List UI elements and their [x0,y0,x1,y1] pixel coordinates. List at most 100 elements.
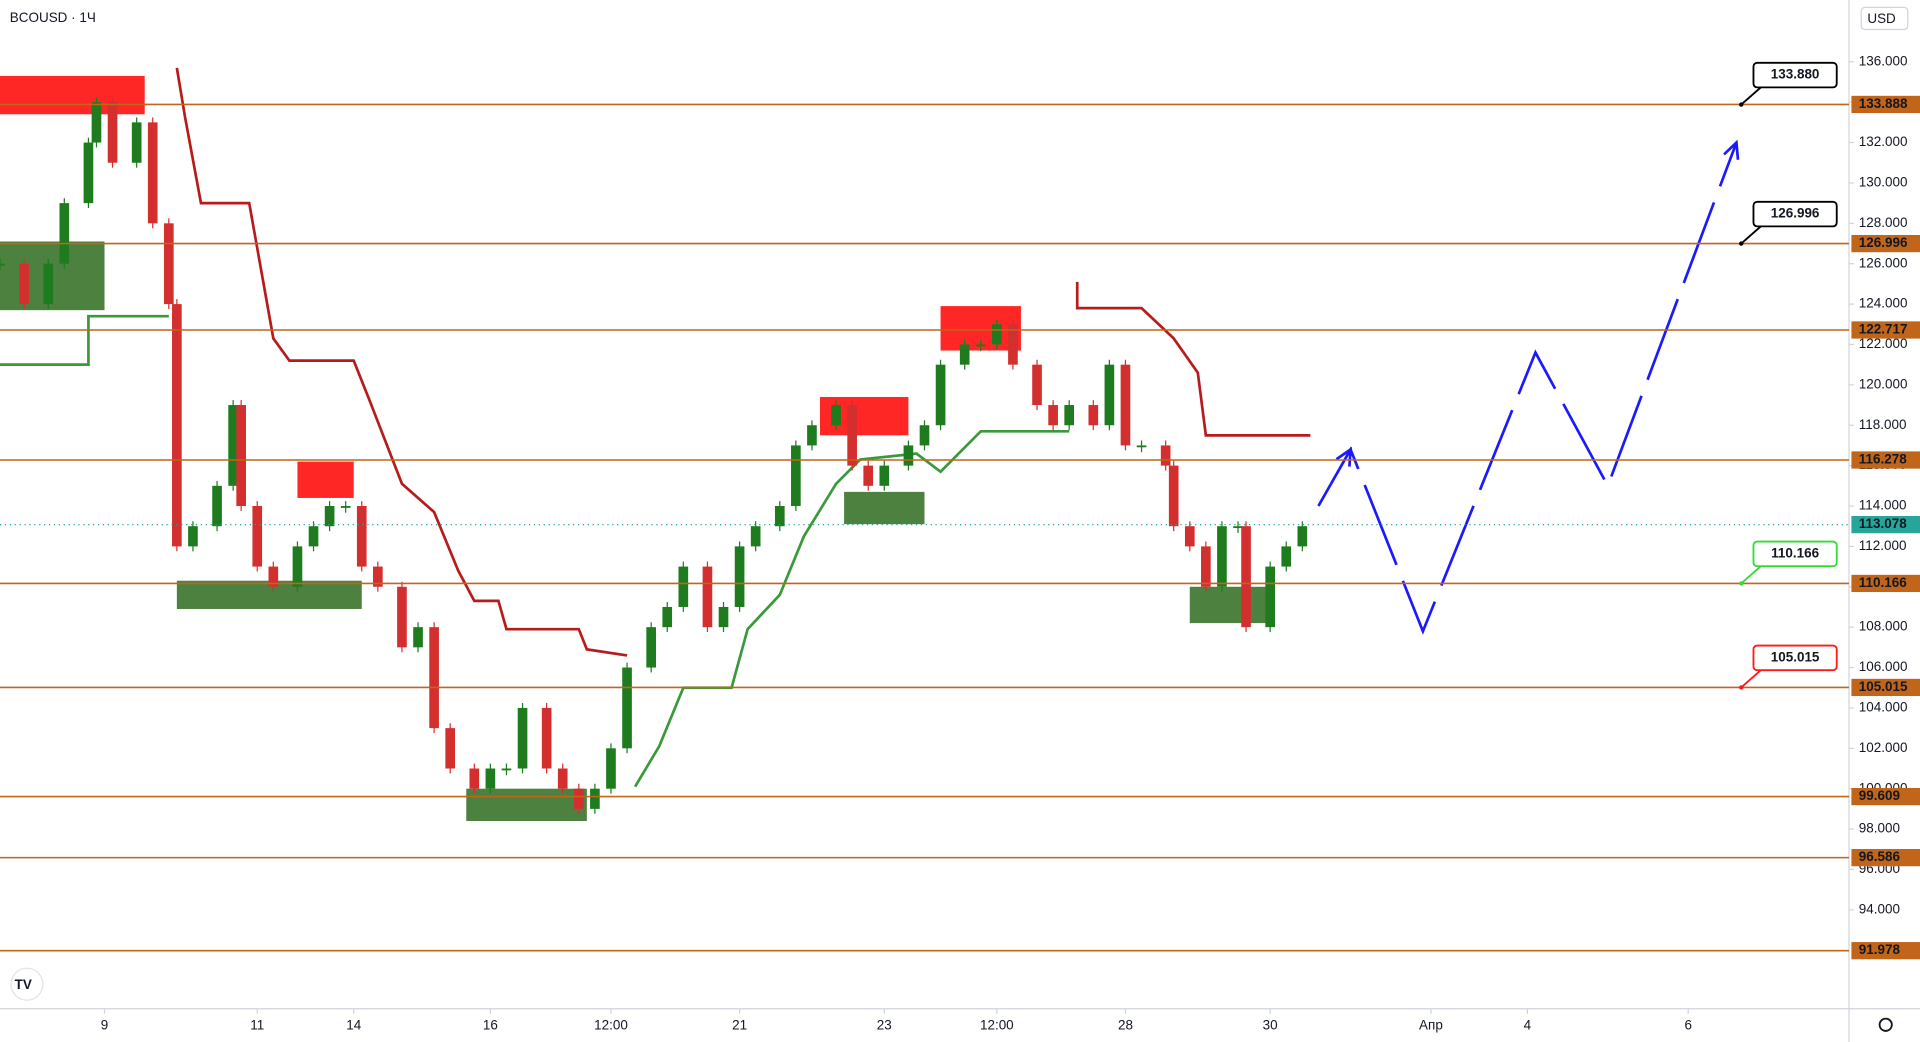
zone [0,75,145,115]
candle-body [702,566,713,628]
candle-body [1297,526,1308,547]
candle-body [19,263,29,305]
candle-body [445,728,456,769]
y-tick-label: 130.000 [1859,174,1908,189]
y-tick-label: 124.000 [1859,296,1908,311]
x-tick-label: 14 [346,1018,361,1033]
annotation-pointer [1740,225,1762,245]
annotation-anchor [1739,581,1744,586]
y-tick-label: 128.000 [1859,215,1908,230]
candle-body [919,425,930,446]
annotation-box [1752,200,1838,228]
candle-body [188,526,198,547]
y-tick-label: 136.000 [1859,53,1908,68]
settings-icon[interactable] [1878,1017,1893,1032]
y-tick-label: 132.000 [1859,134,1908,149]
candle-body [903,445,914,466]
candle-body [573,788,584,809]
candle-body [373,566,383,587]
y-tick-label: 106.000 [1859,659,1908,674]
zone [844,491,925,525]
projection-arrowhead [1723,139,1740,160]
candle-body [0,263,5,266]
projection-path [1317,142,1738,635]
level-label: 91.978 [1859,942,1901,957]
candle-body [662,606,673,628]
level-label-bg [1851,942,1920,960]
level-label: 116.278 [1859,452,1907,467]
candle-body [469,768,480,789]
level-label: 133.888 [1859,96,1908,111]
annotation-pointer [1740,565,1762,585]
candle-body [774,506,785,527]
level-label-bg [1851,574,1920,593]
annotation-anchor [1739,102,1744,107]
currency-button[interactable] [1860,6,1909,31]
logo: TV [10,967,44,1001]
candle-body [1184,526,1195,547]
candle-body [646,627,656,668]
zone [466,788,587,821]
candle-body [541,707,552,769]
level-label: 105.015 [1859,679,1908,694]
candle-body [340,506,351,508]
candle-body [1064,405,1075,426]
candle-body [107,102,118,163]
stop-line [175,67,1311,657]
x-tick-label: 6 [1684,1018,1691,1033]
annotation-anchor [1739,685,1744,690]
candle-body [590,788,600,809]
level-label-bg [1851,321,1920,339]
candle-body [1281,546,1292,567]
candle-body [718,606,729,628]
candle-body [172,304,182,547]
candle-body [750,526,761,547]
candle-body [356,506,367,567]
candle-body [501,768,512,771]
candle-body [1233,526,1243,529]
y-tick-label: 98.000 [1859,821,1900,836]
candle-body [1120,364,1131,446]
candle-body [1008,324,1018,365]
y-tick-label: 122.000 [1859,336,1908,351]
level-label-bg [1851,234,1920,253]
candle-body [485,768,496,789]
plot [0,67,1740,821]
candle-body [1048,405,1058,426]
candle-body [807,425,817,446]
candle-body [1160,445,1171,466]
level-label: 122.717 [1859,322,1908,337]
y-tick-label: 104.000 [1859,699,1908,714]
y-tick-label: 102.000 [1859,740,1908,755]
annotation-pointer [1740,86,1762,106]
level-label: 110.166 [1859,575,1907,590]
candle-body [212,485,222,527]
candle-body [1104,364,1115,426]
candle-body [847,405,857,466]
annotation-label: 105.015 [1771,649,1820,664]
candle-body [517,707,528,769]
level-label-bg [1851,849,1920,867]
candle-body [228,405,238,486]
level-label: 126.996 [1859,235,1908,250]
candle-body [324,506,335,527]
y-tick-label: 94.000 [1859,901,1900,916]
zone [297,461,354,498]
annotation-pointer [1740,669,1762,689]
candle-body [397,586,407,648]
currency-label[interactable]: USD [1867,11,1896,26]
candle-body [1201,546,1211,587]
candle-body [1168,465,1179,527]
candle-body [975,344,986,347]
candle-body [413,627,423,648]
candle-body [91,102,102,143]
last-price-label: 113.078 [1859,516,1907,531]
candle-body [992,324,1002,345]
candle-body [429,627,439,729]
candle-body [59,203,70,264]
candle-body [935,364,946,426]
candle-body [678,566,689,607]
x-tick-label: 12:00 [594,1018,628,1033]
y-tick-label: 118.000 [1859,417,1907,432]
